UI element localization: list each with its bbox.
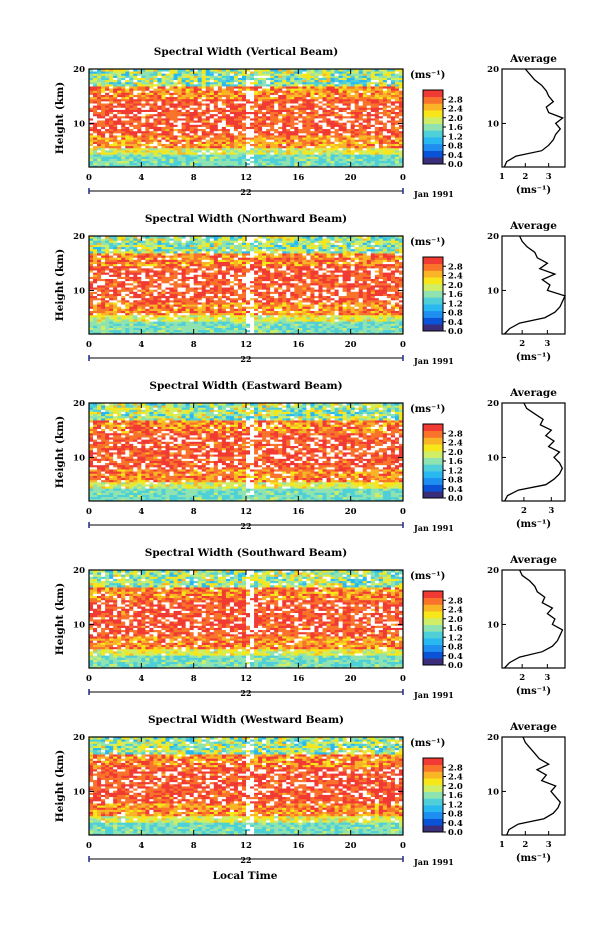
colorbar-tick-label: 0.4: [448, 151, 463, 161]
colorbar-swatch: [423, 144, 443, 151]
average-x-tick-label: 1: [499, 172, 505, 182]
panel-title: Spectral Width (Vertical Beam): [154, 46, 338, 58]
x-tick-label: 8: [191, 173, 197, 183]
colorbar-swatch: [423, 90, 443, 97]
colorbar-swatch: [423, 130, 443, 137]
average-x-axis-title: (ms⁻¹): [516, 185, 551, 196]
colorbar-swatch: [423, 110, 443, 117]
colorbar-tick-label: 0.8: [448, 142, 463, 152]
panel-title: Spectral Width (Northward Beam): [145, 213, 347, 225]
colorbar-swatch: [423, 124, 443, 131]
colorbar-unit: (ms⁻¹): [410, 70, 445, 81]
average-x-tick-label: 3: [546, 172, 552, 182]
colorbar-tick-label: 2.0: [448, 114, 463, 124]
colorbar-swatch: [423, 97, 443, 104]
colorbar-tick-label: 2.8: [448, 95, 463, 105]
colorbar-swatch: [423, 117, 443, 124]
colorbar-swatch: [423, 137, 443, 144]
x-tick-label: 20: [345, 173, 357, 183]
average-x-tick-label: 2: [522, 172, 528, 182]
colorbar-swatch: [423, 157, 443, 164]
colorbar-tick-label: 2.4: [448, 105, 463, 115]
average-y-tick-label: 10: [487, 119, 499, 129]
colorbar-swatch: [423, 103, 443, 110]
x-tick-label: 12: [240, 173, 252, 183]
x-tick-label: 16: [292, 173, 304, 183]
colorbar-tick-label: 1.6: [448, 123, 463, 133]
colorbar-tick-label: 0.0: [448, 160, 463, 170]
y-tick-label: 10: [73, 119, 85, 129]
colorbar-tick-label: 1.2: [448, 132, 463, 142]
x-tick-label: 0: [400, 173, 406, 183]
y-tick-label: 20: [73, 65, 85, 75]
panel-2: Spectral Width (Northward Beam)1020Heigh…: [54, 213, 565, 366]
average-title: Average: [509, 53, 557, 65]
x-tick-label: 0: [86, 173, 92, 183]
date-label: Jan 1991: [413, 189, 454, 199]
panel-1: Spectral Width (Vertical Beam)1020Height…: [54, 46, 565, 199]
heatmap-cells: [89, 69, 403, 167]
day-label: 22: [240, 187, 251, 197]
average-profile-1: Average 10 20 1 2 3 (ms⁻¹): [487, 53, 565, 196]
average-y-tick-label: 20: [487, 65, 499, 75]
x-tick-label: 4: [138, 173, 144, 183]
colorbar-swatch: [423, 151, 443, 158]
y-axis-title: Height (km): [54, 82, 66, 154]
heatmap-cells: [89, 236, 403, 334]
panels: Spectral Width (Vertical Beam)1020Height…: [54, 46, 565, 867]
